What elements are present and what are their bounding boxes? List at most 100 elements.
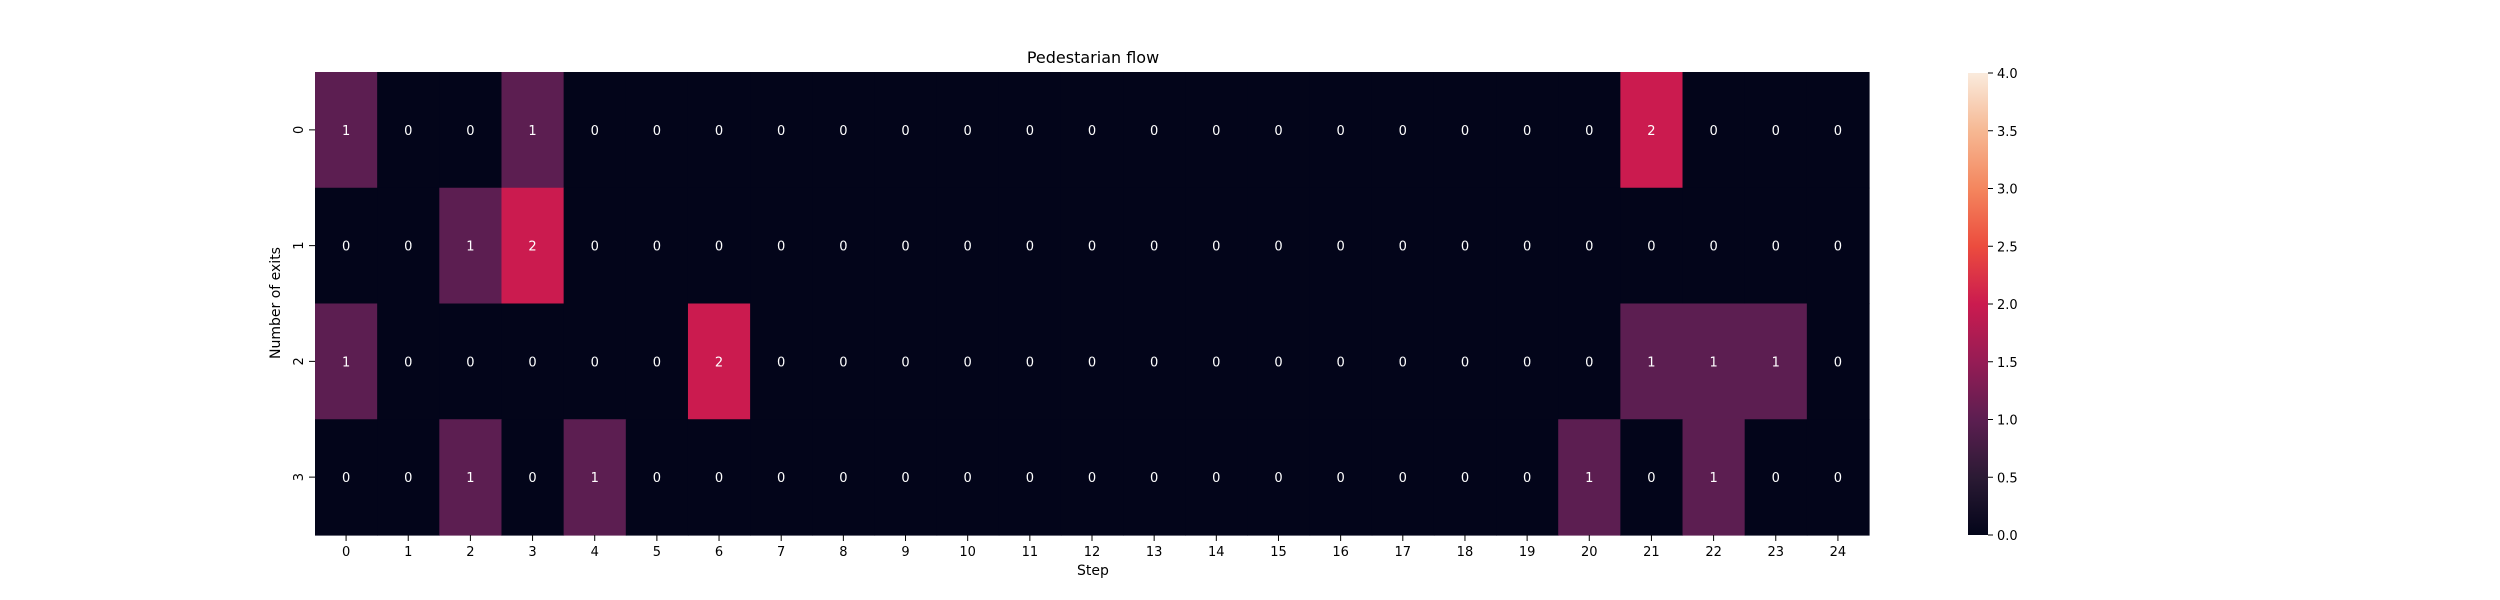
cell-value-label: 0 bbox=[1274, 355, 1282, 370]
colorbar-tick-label: 0.0 bbox=[1997, 529, 2018, 544]
cell-value-label: 2 bbox=[528, 240, 536, 255]
heatmap-cell bbox=[1744, 187, 1808, 305]
heatmap-cell bbox=[1309, 419, 1373, 536]
heatmap-cell bbox=[563, 303, 627, 420]
cell-value-label: 1 bbox=[342, 124, 350, 139]
x-tick-label: 20 bbox=[1581, 545, 1598, 560]
heatmap-cell bbox=[439, 187, 503, 305]
cell-value-label: 0 bbox=[653, 240, 661, 255]
cell-value-label: 1 bbox=[528, 124, 536, 139]
heatmap-cell bbox=[812, 187, 876, 305]
heatmap-cell bbox=[812, 303, 876, 420]
cell-value-label: 0 bbox=[591, 124, 599, 139]
heatmap-cell bbox=[1185, 72, 1248, 189]
cell-value-label: 0 bbox=[1274, 124, 1282, 139]
x-tick-label: 3 bbox=[528, 545, 536, 560]
heatmap-cell bbox=[687, 187, 751, 305]
heatmap-cell bbox=[1496, 303, 1559, 420]
heatmap-cell bbox=[1123, 419, 1186, 536]
colorbar-tick-label: 1.5 bbox=[1997, 356, 2018, 371]
cell-value-label: 0 bbox=[777, 355, 785, 370]
cell-value-label: 0 bbox=[1585, 124, 1593, 139]
cell-value-label: 0 bbox=[1585, 240, 1593, 255]
heatmap-cell bbox=[998, 187, 1062, 305]
cell-value-label: 0 bbox=[342, 471, 350, 486]
cell-value-label: 1 bbox=[342, 355, 350, 370]
cell-value-label: 2 bbox=[1647, 124, 1655, 139]
colorbar-ticks: 0.0 0.5 1.0 1.5 2.0 2.5 3.0 3.5 4.0 bbox=[1988, 67, 2018, 544]
x-tick-label: 24 bbox=[1830, 545, 1847, 560]
cell-value-label: 0 bbox=[1461, 471, 1469, 486]
cell-value-label: 0 bbox=[777, 240, 785, 255]
heatmap-cell bbox=[750, 419, 813, 536]
heatmap-cell bbox=[1371, 187, 1435, 305]
heatmap-cell bbox=[377, 187, 440, 305]
cell-value-label: 0 bbox=[1709, 124, 1717, 139]
heatmap-cell bbox=[1371, 303, 1435, 420]
cell-value-label: 0 bbox=[1274, 240, 1282, 255]
heatmap-cell bbox=[1744, 303, 1808, 420]
cell-value-label: 0 bbox=[404, 240, 412, 255]
x-tick-label: 1 bbox=[404, 545, 412, 560]
colorbar-tick-label: 4.0 bbox=[1997, 67, 2018, 82]
colorbar: 0.0 0.5 1.0 1.5 2.0 2.5 3.0 3.5 4.0 bbox=[1968, 67, 2018, 544]
heatmap-cell bbox=[998, 72, 1062, 189]
x-tick-label: 7 bbox=[777, 545, 785, 560]
heatmap-cells bbox=[315, 72, 1870, 536]
cell-value-label: 0 bbox=[1026, 471, 1034, 486]
cell-value-label: 0 bbox=[1461, 240, 1469, 255]
cell-value-label: 1 bbox=[1647, 355, 1655, 370]
heatmap-cell bbox=[563, 187, 627, 305]
x-tick-label: 16 bbox=[1332, 545, 1349, 560]
heatmap-cell bbox=[1682, 419, 1746, 536]
heatmap-cell bbox=[998, 303, 1062, 420]
chart-title: Pedestarian flow bbox=[1027, 48, 1159, 67]
x-tick-label: 23 bbox=[1767, 545, 1784, 560]
cell-value-label: 0 bbox=[1088, 124, 1096, 139]
cell-value-label: 0 bbox=[1461, 355, 1469, 370]
heatmap-cell bbox=[1806, 72, 1870, 189]
heatmap-cell bbox=[1682, 187, 1746, 305]
heatmap-cell bbox=[439, 303, 503, 420]
colorbar-tick-label: 3.0 bbox=[1997, 183, 2018, 198]
cell-value-label: 0 bbox=[964, 240, 972, 255]
x-tick-label: 6 bbox=[715, 545, 723, 560]
colorbar-gradient bbox=[1968, 73, 1988, 535]
cell-value-label: 2 bbox=[715, 355, 723, 370]
x-tick-label: 13 bbox=[1146, 545, 1163, 560]
cell-value-label: 0 bbox=[1399, 471, 1407, 486]
cell-value-label: 0 bbox=[1274, 471, 1282, 486]
cell-annotations: 1 0 0 1 0 0 0 0 0 0 0 0 0 0 0 0 0 0 0 0 0 2 0 0 0 0 0 1 2 0 0 0 0 0 0 0 0 0 0 0… bbox=[342, 124, 1842, 486]
heatmap-cell bbox=[1620, 72, 1684, 189]
heatmap-cell bbox=[1247, 72, 1311, 189]
heatmap-cell bbox=[1744, 419, 1808, 536]
heatmap-cell bbox=[315, 187, 378, 305]
heatmap-cell bbox=[501, 72, 565, 189]
cell-value-label: 0 bbox=[1399, 355, 1407, 370]
x-tick-label: 14 bbox=[1208, 545, 1225, 560]
cell-value-label: 0 bbox=[1523, 355, 1531, 370]
cell-value-label: 1 bbox=[466, 471, 474, 486]
y-axis: 0 1 2 3 bbox=[292, 126, 315, 481]
heatmap-cell bbox=[936, 187, 1000, 305]
cell-value-label: 0 bbox=[715, 240, 723, 255]
cell-value-label: 0 bbox=[1834, 355, 1842, 370]
heatmap-cell bbox=[1620, 303, 1684, 420]
x-tick-label: 19 bbox=[1519, 545, 1536, 560]
cell-value-label: 0 bbox=[1212, 240, 1220, 255]
heatmap-cell bbox=[563, 72, 627, 189]
cell-value-label: 0 bbox=[653, 355, 661, 370]
cell-value-label: 0 bbox=[1150, 355, 1158, 370]
cell-value-label: 0 bbox=[1150, 471, 1158, 486]
heatmap-cell bbox=[1247, 303, 1311, 420]
heatmap-cell bbox=[625, 303, 689, 420]
cell-value-label: 0 bbox=[1088, 355, 1096, 370]
cell-value-label: 0 bbox=[1834, 124, 1842, 139]
heatmap-cell bbox=[750, 187, 813, 305]
cell-value-label: 0 bbox=[1150, 124, 1158, 139]
heatmap-cell bbox=[874, 187, 938, 305]
heatmap-cell bbox=[1496, 187, 1559, 305]
heatmap-cell bbox=[1806, 303, 1870, 420]
cell-value-label: 0 bbox=[1772, 240, 1780, 255]
heatmap-cell bbox=[1123, 187, 1186, 305]
